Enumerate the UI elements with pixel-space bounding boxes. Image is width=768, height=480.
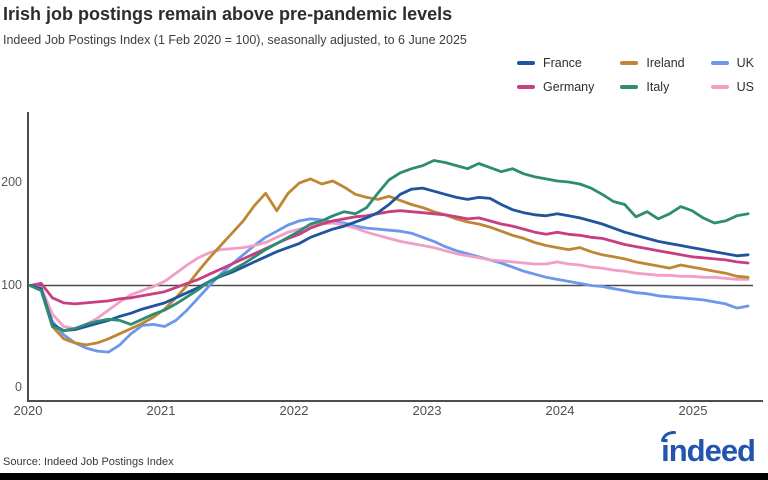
indeed-logo-text: indeed <box>661 433 756 468</box>
legend: France Ireland UK Germany Italy US <box>516 56 754 94</box>
legend-swatch-italy-icon <box>620 85 639 89</box>
source-text: Source: Indeed Job Postings Index <box>3 456 174 468</box>
series-line-uk <box>28 217 750 354</box>
legend-swatch-us-icon <box>710 85 729 89</box>
x-tick-2023: 2023 <box>412 403 442 418</box>
legend-item-uk: UK <box>710 56 754 70</box>
x-tick-2025: 2025 <box>678 403 708 418</box>
legend-item-germany: Germany <box>516 80 595 94</box>
legend-item-ireland: Ireland <box>620 56 685 70</box>
series-line-italy <box>28 159 750 333</box>
legend-swatch-france-icon <box>516 61 535 65</box>
chart-title: Irish job postings remain above pre-pand… <box>3 4 453 24</box>
series-line-germany <box>28 209 750 306</box>
x-tick-2024: 2024 <box>545 403 575 418</box>
y-tick-200: 200 <box>1 175 22 189</box>
x-tick-2021: 2021 <box>146 403 176 418</box>
legend-item-france: France <box>516 56 594 70</box>
indeed-logo-swoosh-icon <box>661 431 677 442</box>
legend-label-italy: Italy <box>646 80 670 94</box>
legend-label-france: France <box>542 56 582 70</box>
bottom-bar <box>0 473 768 480</box>
chart-area <box>27 112 763 402</box>
series-layer <box>28 159 750 354</box>
legend-label-uk: UK <box>736 56 754 70</box>
x-tick-2020: 2020 <box>13 403 43 418</box>
legend-swatch-uk-icon <box>710 61 729 65</box>
legend-label-us: US <box>736 80 754 94</box>
legend-item-us: US <box>710 80 754 94</box>
legend-label-germany: Germany <box>542 80 595 94</box>
legend-swatch-ireland-icon <box>620 61 639 65</box>
legend-label-ireland: Ireland <box>646 56 685 70</box>
legend-swatch-germany-icon <box>516 85 535 89</box>
y-tick-0: 0 <box>15 380 22 394</box>
series-line-france <box>28 186 750 333</box>
indeed-logo: indeed <box>661 431 756 468</box>
series-line-ireland <box>28 177 750 347</box>
x-tick-2022: 2022 <box>279 403 309 418</box>
chart-subtitle: Indeed Job Postings Index (1 Feb 2020 = … <box>3 33 467 47</box>
series-line-us <box>28 221 750 331</box>
legend-item-italy: Italy <box>620 80 684 94</box>
y-tick-100: 100 <box>1 278 22 292</box>
